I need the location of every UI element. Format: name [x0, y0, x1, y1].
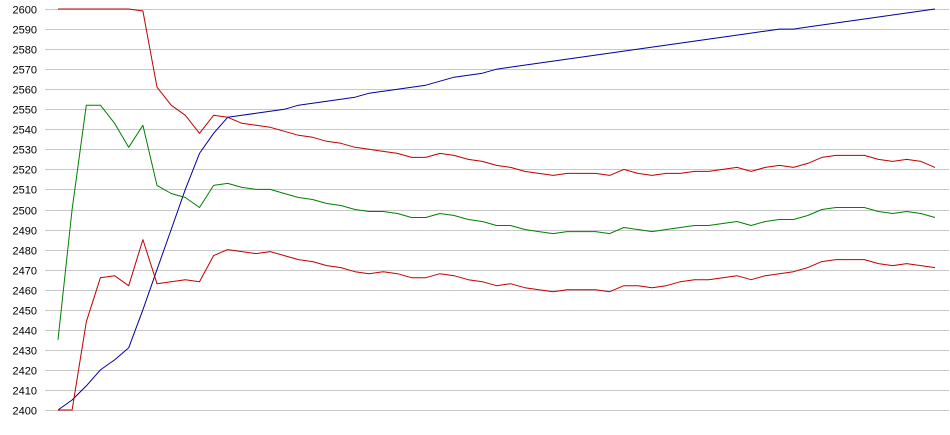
series-line-1 — [57, 8, 936, 411]
y-tick-label: 2440 — [13, 326, 37, 338]
y-tick-label: 2590 — [13, 25, 37, 37]
series-line-2 — [58, 8, 936, 176]
y-tick-label: 2420 — [13, 366, 37, 378]
y-tick-label: 2470 — [13, 266, 37, 278]
y-tick-label: 2560 — [13, 85, 37, 97]
series-line-4 — [58, 239, 936, 411]
y-tick-label: 2580 — [13, 45, 37, 57]
y-tick-label: 2450 — [13, 306, 37, 318]
y-tick-label: 2520 — [13, 165, 37, 177]
y-tick-label: 2510 — [13, 185, 37, 197]
y-tick-label: 2410 — [13, 386, 37, 398]
y-tick-label: 2400 — [13, 406, 37, 418]
y-tick-label: 2570 — [13, 65, 37, 77]
y-tick-label: 2600 — [13, 5, 37, 17]
y-tick-label: 2460 — [13, 286, 37, 298]
y-tick-label: 2500 — [13, 206, 37, 218]
series-line-3 — [57, 104, 936, 340]
y-tick-label: 2490 — [13, 226, 37, 238]
y-tick-label: 2550 — [13, 105, 37, 117]
y-tick-label: 2480 — [13, 246, 37, 258]
y-tick-label: 2430 — [13, 346, 37, 358]
series-lines — [57, 8, 936, 411]
y-tick-label: 2540 — [13, 125, 37, 137]
y-tick-label: 2530 — [13, 145, 37, 157]
gridlines — [45, 9, 949, 411]
y-axis-tick-labels: 2400 2410 2420 2430 2440 2450 2460 2470 2480 2490… — [13, 5, 37, 418]
